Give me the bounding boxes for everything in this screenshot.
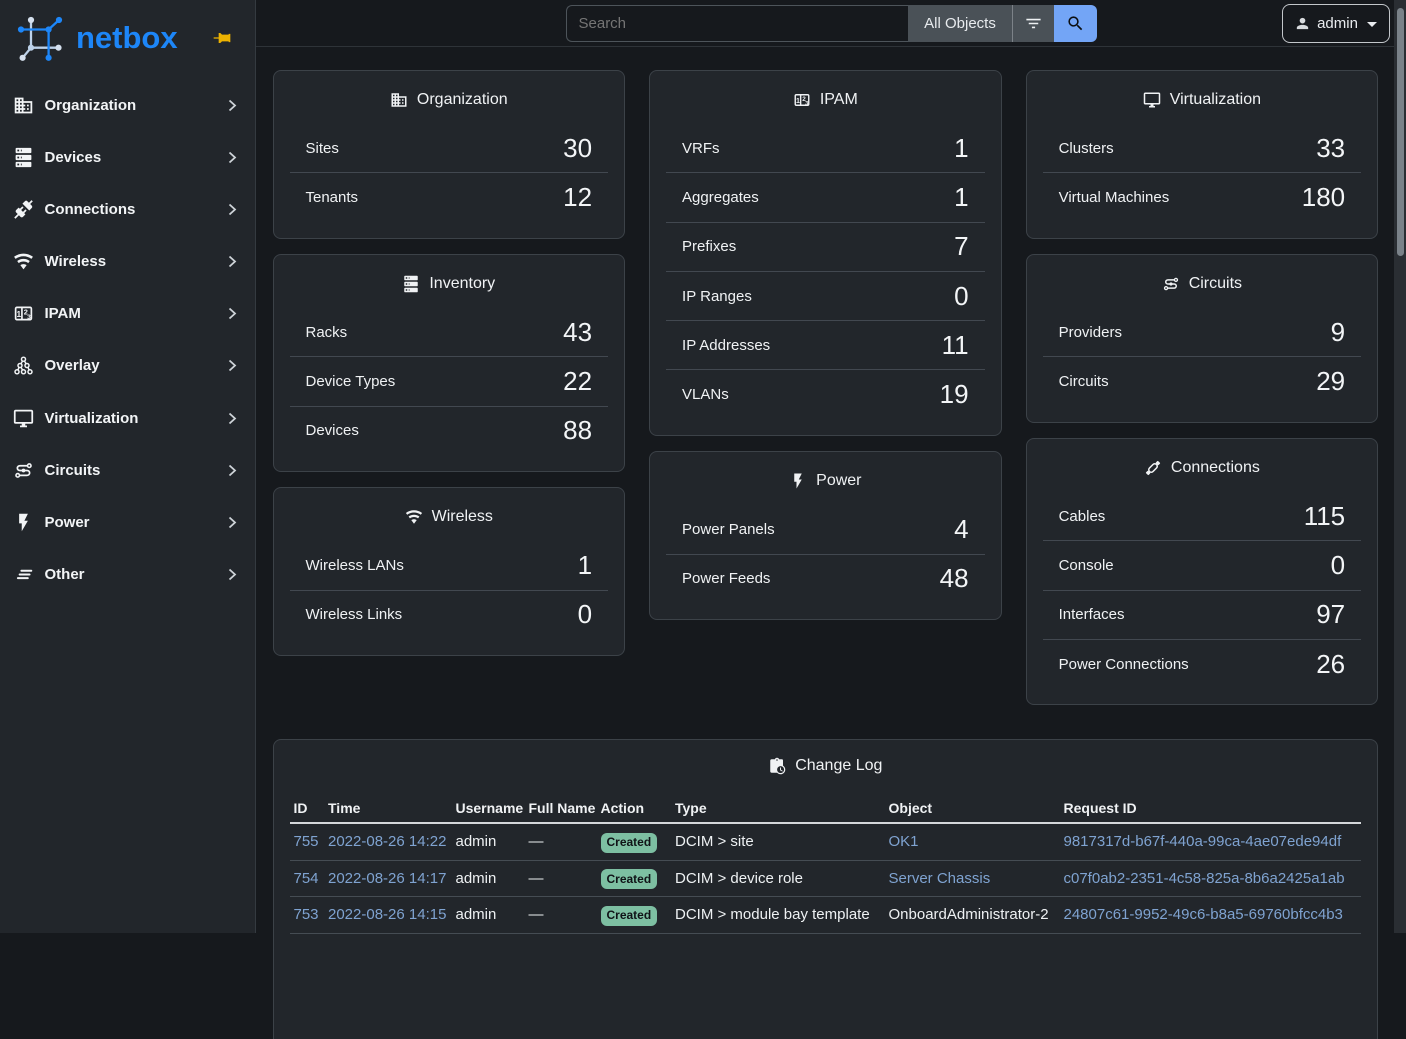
svg-text:3: 3 [27, 314, 31, 321]
svg-text:1: 1 [16, 309, 21, 319]
svg-text:2: 2 [802, 96, 806, 103]
svg-text:2: 2 [24, 308, 28, 317]
svg-text:3: 3 [805, 101, 808, 107]
svg-text:1: 1 [796, 97, 800, 105]
